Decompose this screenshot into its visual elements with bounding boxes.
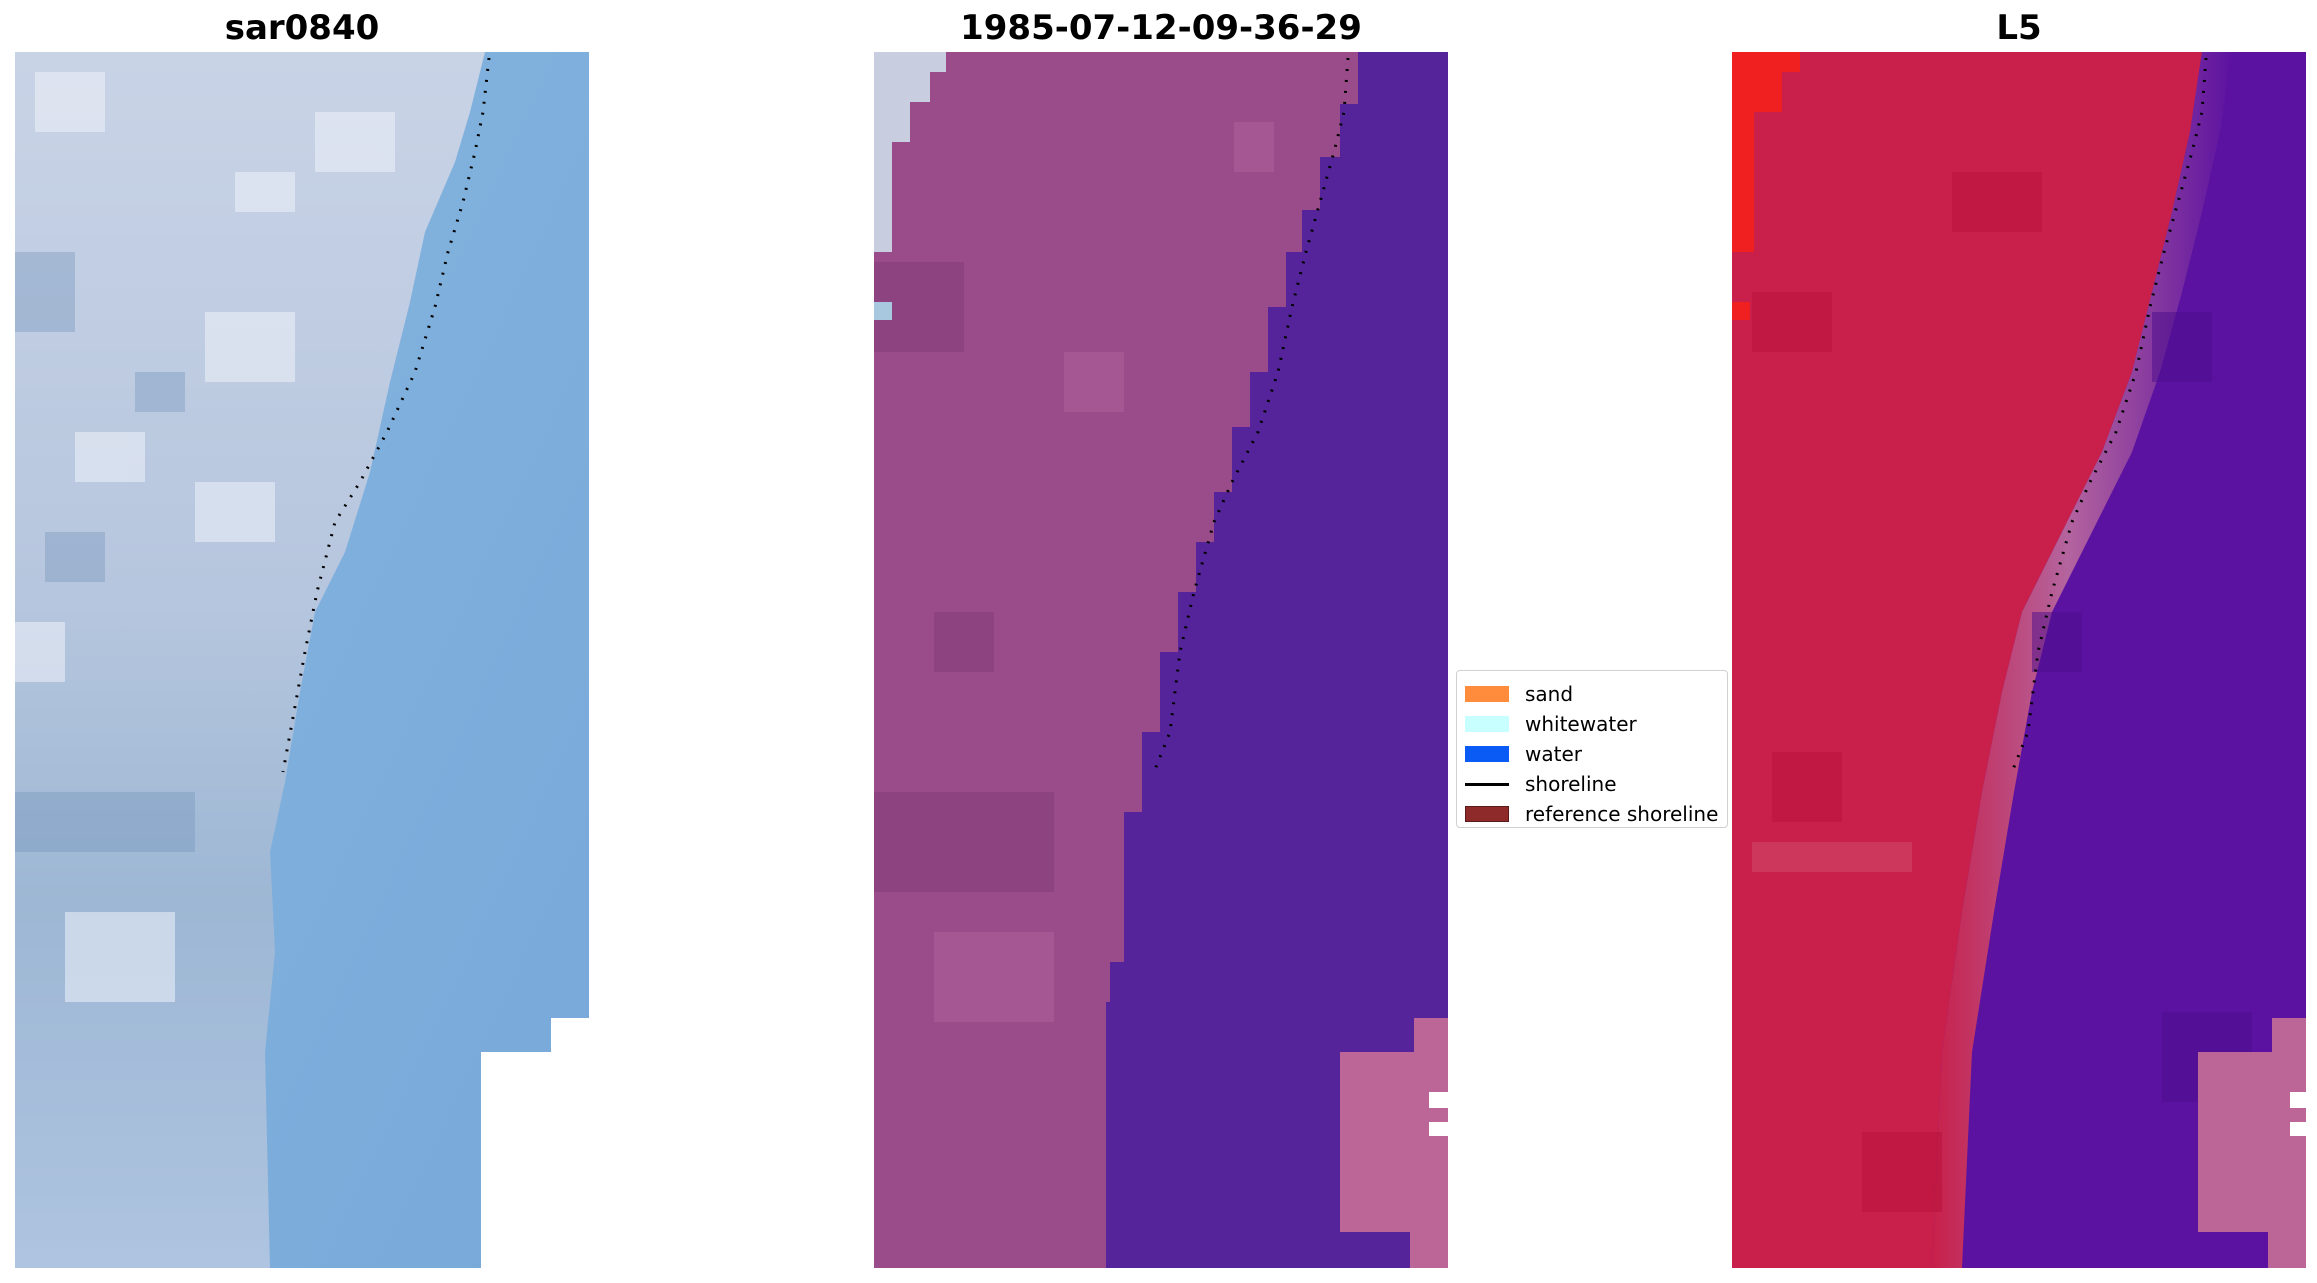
- legend-label: sand: [1525, 682, 1574, 706]
- reference-shoreline-swatch: [1465, 806, 1509, 822]
- legend-item-sand: sand: [1465, 679, 1719, 709]
- water-swatch: [1465, 746, 1509, 762]
- legend: sand whitewater water shoreline referenc…: [1456, 670, 1728, 828]
- panel-title-classification: 1985-07-12-09-36-29: [960, 8, 1362, 48]
- legend-label: shoreline: [1525, 772, 1617, 796]
- panel-title-index: L5: [1996, 8, 2042, 48]
- legend-item-whitewater: whitewater: [1465, 709, 1719, 739]
- classification-image: [874, 52, 1448, 1268]
- rgb-image: [15, 52, 589, 1268]
- whitewater-swatch: [1465, 716, 1509, 732]
- shoreline-line-swatch: [1465, 782, 1509, 786]
- legend-label: whitewater: [1525, 712, 1637, 736]
- classification-panel: [874, 52, 1448, 1268]
- sand-swatch: [1465, 686, 1509, 702]
- legend-label: reference shoreline: [1525, 802, 1719, 826]
- index-image: [1732, 52, 2306, 1268]
- legend-item-reference-shoreline: reference shoreline: [1465, 799, 1719, 829]
- rgb-image-panel: [15, 52, 589, 1268]
- legend-label: water: [1525, 742, 1582, 766]
- index-panel: [1732, 52, 2306, 1268]
- legend-item-shoreline: shoreline: [1465, 769, 1719, 799]
- legend-item-water: water: [1465, 739, 1719, 769]
- panel-title-rgb: sar0840: [224, 8, 380, 48]
